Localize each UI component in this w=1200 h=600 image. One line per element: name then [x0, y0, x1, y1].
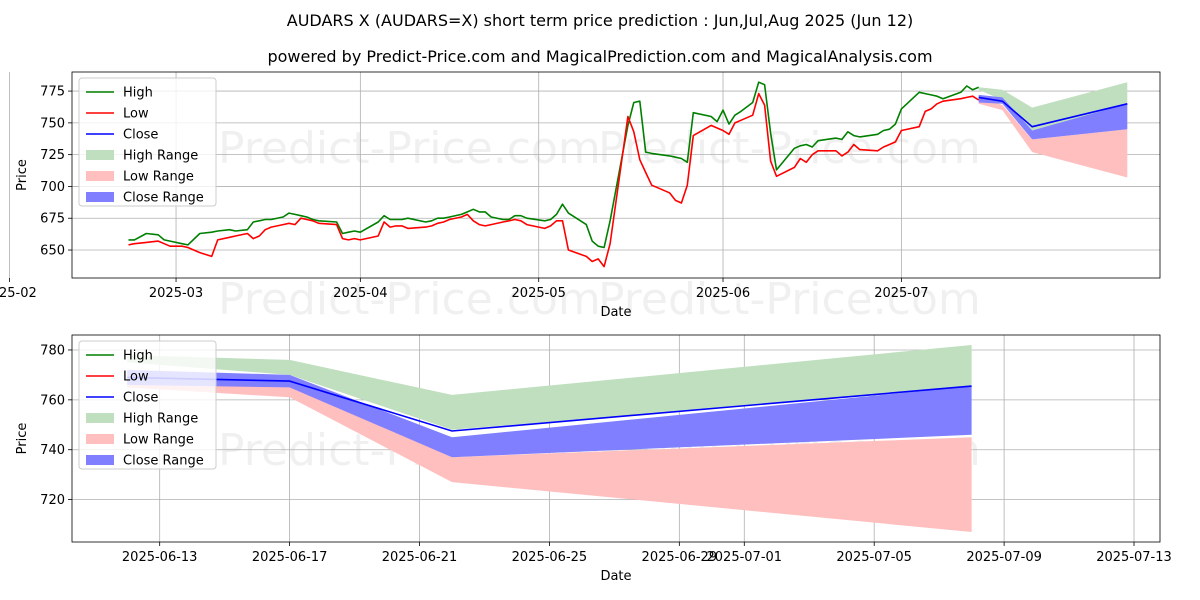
top-x-tick-label: 2025-02	[0, 286, 37, 301]
bottom-legend-label: Close Range	[123, 454, 204, 469]
top-y-tick-label: 650	[40, 244, 65, 259]
top-axes-frame	[71, 71, 1161, 279]
top-legend-label: High	[123, 86, 153, 101]
top-watermark: Predict-Price.com	[218, 274, 601, 325]
bottom-x-tick-label: 2025-07-09	[966, 550, 1042, 565]
bottom-legend-swatch	[86, 413, 114, 423]
top-close-forecast-line	[978, 96, 1128, 128]
top-watermark: Predict-Price.com	[218, 123, 601, 174]
top-x-axis-label: Date	[600, 305, 631, 320]
top-y-tick-label: 750	[40, 116, 65, 131]
top-x-tick-label: 2025-07	[874, 286, 928, 301]
top-y-tick-label: 775	[40, 85, 65, 100]
top-legend-label: Low	[123, 107, 149, 122]
bottom-x-tick-label: 2025-06-21	[382, 550, 458, 565]
bottom-legend-label: Close	[123, 391, 158, 406]
top-watermark: Predict-Price.com	[598, 274, 981, 325]
bottom-legend: High Low Close High Range Low Range Close Ran…	[78, 340, 217, 470]
top-close-range-band	[978, 94, 1128, 140]
bottom-legend-swatch	[86, 455, 114, 465]
bottom-x-tick-label: 2025-07-05	[836, 550, 912, 565]
bottom-y-tick-label: 760	[40, 393, 65, 408]
bottom-y-tick-label: 780	[40, 343, 65, 358]
bottom-legend-label: High	[123, 349, 153, 364]
bottom-legend-swatch	[86, 434, 114, 444]
bottom-close-range-band	[127, 369, 972, 458]
chart-title: AUDARS X (AUDARS=X) short term price pre…	[287, 11, 913, 30]
top-y-tick-label: 700	[40, 180, 65, 195]
top-low-range-band	[978, 94, 1128, 178]
top-high-series-line	[128, 81, 980, 249]
bottom-legend-label: High Range	[123, 412, 198, 427]
bottom-axes-frame	[71, 334, 1161, 543]
bottom-x-tick-label: 2025-06-13	[122, 550, 198, 565]
bottom-y-tick-label: 740	[40, 443, 65, 458]
top-x-tick-label: 2025-05	[512, 286, 566, 301]
top-low-series-line	[128, 92, 980, 268]
top-x-tick-label: 2025-06	[696, 286, 750, 301]
top-legend-swatch	[86, 171, 114, 181]
top-x-tick-label: 2025-03	[149, 286, 203, 301]
bottom-x-axis-label: Date	[600, 569, 631, 584]
top-high-range-band	[978, 82, 1128, 131]
top-legend-label: Low Range	[123, 170, 194, 185]
bottom-x-tick-label: 2025-07-13	[1096, 550, 1172, 565]
top-legend-swatch	[86, 150, 114, 160]
top-legend: High Low Close High Range Low Range Close Ran…	[78, 77, 217, 207]
bottom-x-tick-label: 2025-06-29	[642, 550, 718, 565]
top-legend-label: Close Range	[123, 191, 204, 206]
bottom-y-tick-label: 720	[40, 493, 65, 508]
top-legend-swatch	[86, 192, 114, 202]
top-y-tick-label: 725	[40, 148, 65, 163]
top-legend-label: Close	[123, 128, 158, 143]
top-legend-label: High Range	[123, 149, 198, 164]
top-plot-area	[128, 81, 1128, 268]
top-watermark: Predict-Price.com	[598, 123, 981, 174]
top-y-tick-label: 675	[40, 212, 65, 227]
bottom-low-range-band	[127, 379, 972, 532]
bottom-x-tick-label: 2025-06-17	[252, 550, 328, 565]
bottom-legend-label: Low Range	[123, 433, 194, 448]
bottom-x-tick-label: 2025-06-25	[512, 550, 588, 565]
bottom-legend-label: Low	[123, 370, 149, 385]
bottom-y-axis-label: Price	[15, 423, 30, 455]
chart-subtitle: powered by Predict-Price.com and Magical…	[267, 47, 932, 66]
top-y-axis-label: Price	[15, 159, 30, 191]
bottom-high-range-band	[127, 345, 972, 430]
bottom-x-tick-label: 2025-07-01	[707, 550, 783, 565]
top-x-tick-label: 2025-04	[333, 286, 387, 301]
